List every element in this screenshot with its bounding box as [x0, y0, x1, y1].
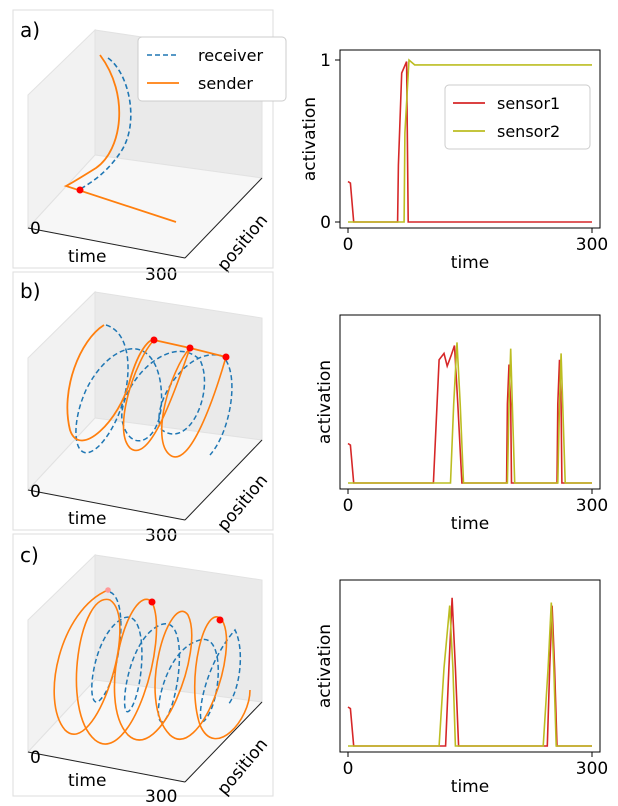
chart-5-xlabel: time	[451, 777, 489, 797]
chart-1-xlabel: time	[451, 253, 489, 273]
panel-c-time-axis	[27, 751, 186, 783]
chart-3-series-sensor2	[348, 342, 592, 484]
panel-a-activation-chart: 0 300 0 1 time activation sensor1 sensor2	[300, 49, 608, 273]
panel-b-time-label: time	[68, 509, 106, 529]
panel-a-position-label: position	[214, 211, 273, 275]
panel-b-time-tick-300: 300	[145, 526, 177, 546]
chart-1-series-sensor1	[347, 61, 592, 223]
panel-b-receiver-curve	[75, 324, 233, 456]
chart-3-xtick-label-300: 300	[576, 496, 608, 516]
chart-5-xtick-label-300: 300	[576, 759, 608, 779]
chart-1-ylabel: activation	[300, 97, 320, 181]
panel-b-time-axis	[27, 489, 186, 521]
panel-a-label: a)	[20, 18, 40, 42]
panel-b-meeting-point-2	[186, 344, 194, 352]
panel-a-3d: a) 0 300 time position receiver sender	[12, 9, 287, 285]
chart-1-xtick-label-0: 0	[343, 235, 354, 255]
chart-3-xlabel: time	[451, 514, 489, 534]
panel-b-label: b)	[20, 279, 41, 303]
chart-3-ylabel: activation	[315, 360, 335, 444]
panel-c-3d: c) 0 300 time position	[12, 533, 274, 806]
chart-3-xtick-label-0: 0	[343, 496, 354, 516]
panel-c-frame	[12, 533, 274, 797]
panel-a-time-axis	[27, 227, 186, 259]
chart-1-series-sensor2	[348, 58, 592, 223]
panel-a-frame	[12, 9, 274, 269]
panel-b-activation-chart: 0 300 time activation	[315, 314, 608, 534]
chart-1-xtick-label-300: 300	[576, 235, 608, 255]
panel-c-meeting-point-1	[148, 598, 156, 606]
legend-receiver-label: receiver	[198, 46, 263, 65]
panel-a-time-tick-300: 300	[145, 265, 177, 285]
panel-a-legend: receiver sender	[137, 36, 287, 102]
panel-a-meeting-point	[76, 186, 84, 194]
chart-1-ytick-label-0: 0	[320, 213, 331, 233]
chart-1-legend-label-sensor2: sensor2	[497, 122, 560, 141]
panel-b-frame	[12, 271, 274, 531]
chart-1-legend-label-sensor1: sensor1	[497, 94, 560, 113]
chart-1-legend-box	[444, 84, 591, 150]
panel-a-time-tick-0: 0	[30, 219, 41, 239]
panel-b-meeting-point-3	[222, 353, 230, 361]
chart-5-plot-frame	[339, 579, 601, 753]
panel-b-meeting-point-1	[150, 336, 158, 344]
panel-b-position-axis	[184, 439, 263, 521]
panel-c-time-label: time	[68, 771, 106, 791]
panel-b-time-tick-0: 0	[30, 482, 41, 502]
panel-a-receiver-curve	[81, 57, 132, 189]
panel-a-time-label: time	[68, 247, 106, 267]
panel-b-3d: b) 0 300 time position	[12, 271, 274, 546]
panel-c-position-label: position	[214, 735, 273, 799]
panel-c-meeting-point-2	[216, 616, 224, 624]
panel-c-time-tick-0: 0	[30, 748, 41, 768]
panel-a-sender-curve	[63, 54, 177, 223]
panel-c-time-tick-300: 300	[145, 787, 177, 806]
panel-c-position-axis	[184, 701, 263, 783]
chart-5-xtick-label-0: 0	[343, 759, 354, 779]
panel-a-legend-box	[137, 36, 287, 102]
legend-sender-label: sender	[198, 74, 253, 93]
panel-c-label: c)	[20, 543, 39, 567]
chart-5-ylabel: activation	[315, 624, 335, 708]
panel-c-start-point	[105, 587, 111, 593]
chart-1-ytick-label-1: 1	[320, 51, 331, 71]
chart-5-series-sensor2	[348, 602, 592, 747]
panel-c-activation-chart: 0 300 time activation	[315, 579, 608, 797]
panel-a-position-axis	[184, 177, 263, 259]
